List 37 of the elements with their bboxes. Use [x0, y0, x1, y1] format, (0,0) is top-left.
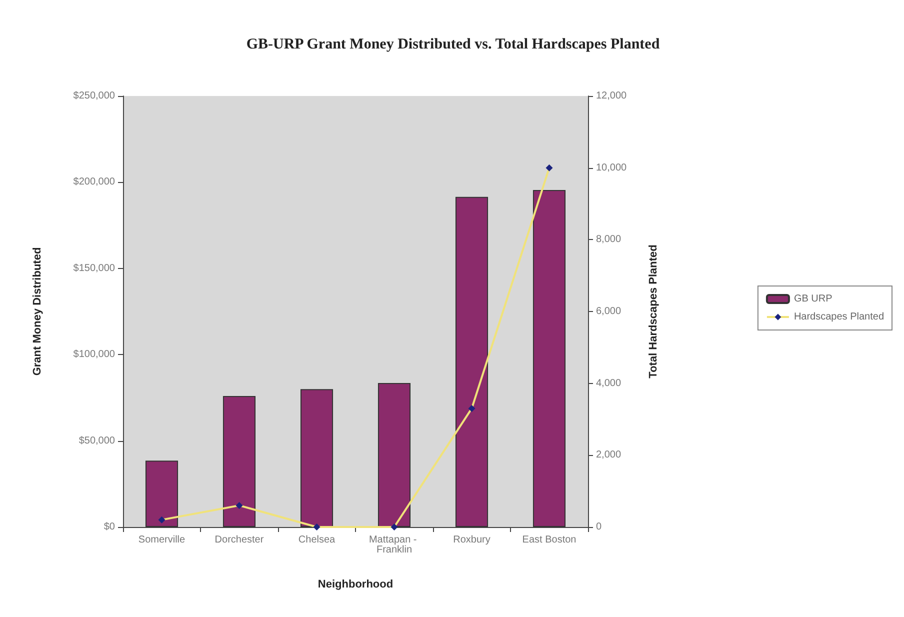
- point: [158, 516, 166, 524]
- y-tick-label: $100,000: [73, 349, 116, 360]
- bar: [145, 460, 178, 527]
- x-axis-title: Neighborhood: [318, 578, 394, 590]
- y-tick-label: $150,000: [73, 262, 116, 274]
- y2-tick-label: 2,000: [596, 450, 622, 461]
- y2-tick-label: 12,000: [596, 90, 628, 102]
- y2-tick-label: 8,000: [596, 234, 622, 246]
- bar: [378, 383, 411, 527]
- bar: [300, 389, 334, 527]
- point: [390, 524, 398, 530]
- chart-title: GB-URP Grant Money Distributed vs. Total Hardscapes Planted: [246, 36, 660, 52]
- x-tick-label: East Boston: [522, 534, 576, 546]
- point: [313, 524, 320, 530]
- point: [468, 404, 476, 412]
- point: [236, 502, 243, 509]
- x-tick-label: Mattapan - Franklin: [368, 534, 420, 556]
- y2-tick-label: 6,000: [596, 306, 622, 317]
- legend-label: GB URP: [794, 294, 833, 304]
- y-tick-label: $0: [104, 522, 116, 532]
- point: [546, 164, 553, 172]
- y-axis-title: Grant Money Distributed: [32, 247, 44, 376]
- bar: [532, 190, 566, 527]
- x-tick-label: Somerville: [138, 534, 186, 546]
- bar: [455, 196, 488, 527]
- y2-axis-title: Total Hardscapes Planted: [648, 244, 660, 378]
- y2-tick-label: 0: [596, 522, 602, 532]
- y-tick-label: $50,000: [78, 435, 116, 446]
- y2-tick-label: 4,000: [596, 378, 622, 389]
- x-tick-label: Roxbury: [453, 534, 490, 546]
- bar: [222, 396, 256, 527]
- y-tick-label: $250,000: [73, 90, 116, 102]
- y-tick-label: $200,000: [73, 176, 116, 188]
- legend-label: Hardscapes Planted: [794, 312, 884, 322]
- x-tick-label: Dorchester: [214, 534, 264, 546]
- y2-tick-label: 10,000: [596, 162, 628, 174]
- x-tick-label: Chelsea: [298, 534, 336, 546]
